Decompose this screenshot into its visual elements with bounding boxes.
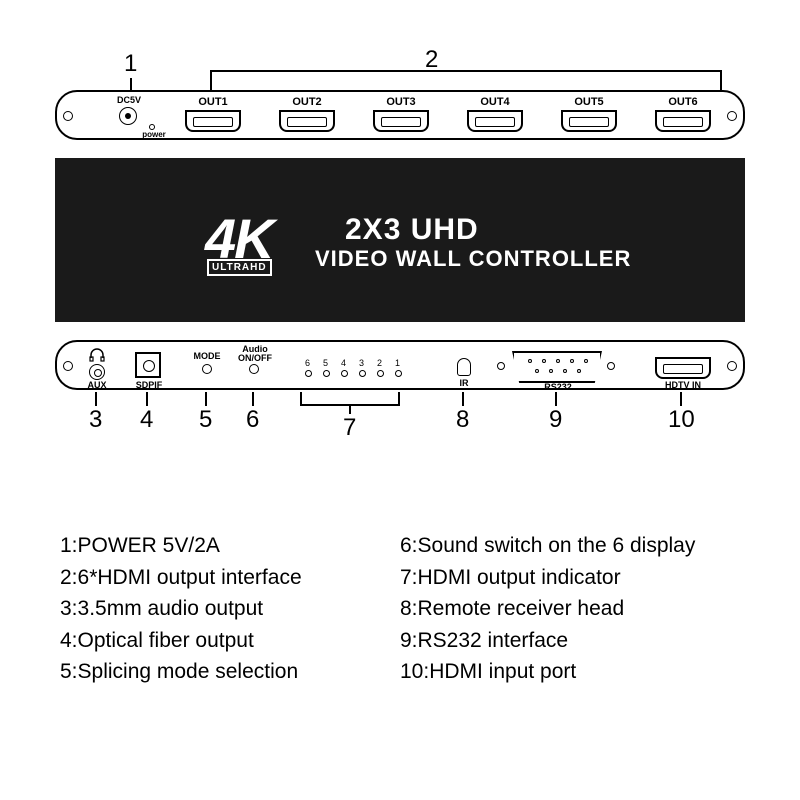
front-panel: AUX SDPIF MODE Audio ON/OFF 6 5 4 3 2 1 … — [55, 340, 745, 390]
dc-jack — [119, 107, 137, 125]
screw-icon — [727, 111, 737, 121]
legend-item: 5:Splicing mode selection — [60, 656, 302, 688]
aux-label: AUX — [81, 380, 113, 390]
output-led — [341, 370, 348, 377]
tick-3 — [95, 392, 97, 406]
hdmi-out-port — [467, 110, 523, 132]
callout-3: 3 — [89, 406, 102, 434]
screw-icon — [497, 362, 505, 370]
bracket-7-right — [398, 392, 400, 404]
mode-button — [202, 364, 212, 374]
hdmi-out-label: OUT6 — [655, 96, 711, 108]
tick-8 — [462, 392, 464, 406]
aux-jack — [89, 364, 105, 380]
led-number: 1 — [395, 358, 400, 368]
legend-item: 3:3.5mm audio output — [60, 593, 302, 625]
tick-9 — [555, 392, 557, 406]
bracket-2-right — [720, 70, 722, 90]
spdif-port — [135, 352, 161, 378]
legend-item: 9:RS232 interface — [400, 625, 695, 657]
hdmi-out-port — [655, 110, 711, 132]
audio-label-bottom: ON/OFF — [231, 353, 279, 363]
callout-9: 9 — [549, 406, 562, 434]
bracket-2-top — [210, 70, 722, 72]
audio-button — [249, 364, 259, 374]
hdmi-out-port — [279, 110, 335, 132]
output-led — [359, 370, 366, 377]
tick-6 — [252, 392, 254, 406]
callout-1: 1 — [124, 50, 137, 78]
bracket-7-left — [300, 392, 302, 404]
screw-icon — [607, 362, 615, 370]
output-led — [395, 370, 402, 377]
callout-5: 5 — [199, 406, 212, 434]
led-number: 5 — [323, 358, 328, 368]
hdmi-out-label: OUT4 — [467, 96, 523, 108]
callout-6: 6 — [246, 406, 259, 434]
legend-item: 7:HDMI output indicator — [400, 562, 695, 594]
legend-item: 8:Remote receiver head — [400, 593, 695, 625]
callout-1-tick — [130, 78, 132, 90]
output-led — [323, 370, 330, 377]
legend-item: 2:6*HDMI output interface — [60, 562, 302, 594]
dc-label: DC5V — [112, 95, 146, 105]
output-led — [305, 370, 312, 377]
led-number: 3 — [359, 358, 364, 368]
legend-left: 1:POWER 5V/2A 2:6*HDMI output interface … — [60, 530, 302, 688]
device-body: 4K ULTRAHD 2X3 UHD VIDEO WALL CONTROLLER — [55, 158, 745, 322]
screw-icon — [63, 111, 73, 121]
tick-10 — [680, 392, 682, 406]
headphone-icon — [89, 348, 105, 362]
body-title-line1: 2X3 UHD — [345, 213, 479, 247]
hdmi-in-label: HDTV IN — [655, 380, 711, 390]
ir-receiver — [457, 358, 471, 376]
4k-logo: 4K ULTRAHD — [205, 206, 275, 290]
callout-8: 8 — [456, 406, 469, 434]
power-label: power — [139, 130, 169, 139]
rs232-port — [512, 351, 602, 383]
rs232-label: RS232 — [535, 382, 581, 392]
hdmi-out-port — [185, 110, 241, 132]
mode-label: MODE — [189, 351, 225, 361]
led-number: 4 — [341, 358, 346, 368]
legend-item: 1:POWER 5V/2A — [60, 530, 302, 562]
ir-label: IR — [453, 378, 475, 388]
legend-item: 6:Sound switch on the 6 display — [400, 530, 695, 562]
tick-4 — [146, 392, 148, 406]
legend-item: 10:HDMI input port — [400, 656, 695, 688]
hdmi-in-port — [655, 357, 711, 379]
led-number: 2 — [377, 358, 382, 368]
body-title-line2: VIDEO WALL CONTROLLER — [315, 246, 631, 272]
bracket-7-stem — [349, 404, 351, 414]
hdmi-out-label: OUT3 — [373, 96, 429, 108]
callout-10: 10 — [668, 406, 695, 434]
led-number: 6 — [305, 358, 310, 368]
hdmi-out-label: OUT5 — [561, 96, 617, 108]
screw-icon — [63, 361, 73, 371]
rear-panel: DC5V power OUT1 OUT2 OUT3 OUT4 OUT5 OUT6 — [55, 90, 745, 140]
output-led — [377, 370, 384, 377]
callout-4: 4 — [140, 406, 153, 434]
hdmi-out-port — [561, 110, 617, 132]
callout-7: 7 — [343, 414, 356, 442]
screw-icon — [727, 361, 737, 371]
legend-item: 4:Optical fiber output — [60, 625, 302, 657]
spdif-label: SDPIF — [129, 380, 169, 390]
hdmi-out-label: OUT2 — [279, 96, 335, 108]
hdmi-out-label: OUT1 — [185, 96, 241, 108]
hdmi-out-port — [373, 110, 429, 132]
bracket-2-left — [210, 70, 212, 90]
tick-5 — [205, 392, 207, 406]
legend-right: 6:Sound switch on the 6 display 7:HDMI o… — [400, 530, 695, 688]
